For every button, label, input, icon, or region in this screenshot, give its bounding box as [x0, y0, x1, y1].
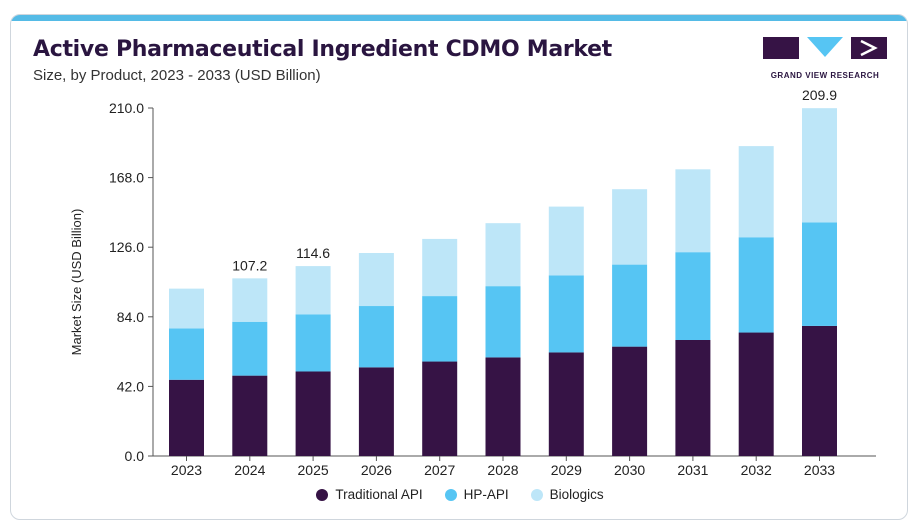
- x-tick-label: 2026: [361, 462, 392, 478]
- bar-segment-biologics: [802, 108, 837, 223]
- bar-segment-traditional-api: [422, 361, 458, 456]
- legend-item-traditional-api: Traditional API: [316, 487, 423, 502]
- bar-segment-biologics: [612, 189, 648, 265]
- bar-segment-traditional-api: [358, 367, 394, 456]
- bar-segment-hp-api: [548, 275, 584, 353]
- bar-segment-traditional-api: [738, 332, 774, 456]
- x-tick-label: 2031: [677, 462, 708, 478]
- bar-segment-traditional-api: [675, 340, 711, 456]
- legend-label: HP-API: [463, 487, 509, 502]
- bar-segment-hp-api: [358, 306, 394, 368]
- data-label: 114.6: [296, 245, 330, 261]
- y-tick-label: 210.0: [109, 100, 144, 116]
- legend-swatch-biologics: [530, 488, 543, 501]
- x-tick-label: 2027: [424, 462, 455, 478]
- bar-segment-hp-api: [802, 222, 837, 326]
- legend-swatch-traditional-api: [316, 488, 329, 501]
- bar-segment-biologics: [169, 288, 204, 329]
- bar-segment-hp-api: [612, 264, 648, 347]
- bar-segment-traditional-api: [169, 379, 204, 456]
- data-label: 209.9: [802, 87, 837, 103]
- bar-segment-hp-api: [485, 286, 521, 358]
- bar-segment-biologics: [738, 146, 774, 238]
- x-tick-label: 2032: [741, 462, 772, 478]
- x-tick-label: 2025: [298, 462, 329, 478]
- bar-segment-hp-api: [675, 252, 711, 340]
- bar-segment-biologics: [548, 206, 584, 276]
- y-tick-label: 126.0: [109, 239, 144, 255]
- bar-segment-traditional-api: [295, 371, 331, 456]
- chart-title: Active Pharmaceutical Ingredient CDMO Ma…: [33, 37, 613, 62]
- bar-segment-biologics: [422, 238, 458, 297]
- bar-segment-traditional-api: [802, 325, 837, 456]
- x-tick-label: 2028: [487, 462, 518, 478]
- legend-item-hp-api: HP-API: [444, 487, 509, 502]
- chart-subtitle: Size, by Product, 2023 - 2033 (USD Billi…: [33, 67, 321, 84]
- legend-swatch-hp-api: [444, 488, 457, 501]
- bar-segment-biologics: [295, 266, 331, 315]
- x-tick-label: 2030: [614, 462, 645, 478]
- y-tick-label: 42.0: [117, 378, 144, 394]
- legend-label: Traditional API: [335, 487, 423, 502]
- legend: Traditional API HP-API Biologics: [11, 487, 907, 502]
- bar-segment-hp-api: [169, 328, 204, 380]
- x-tick-label: 2023: [171, 462, 202, 478]
- legend-label: Biologics: [549, 487, 604, 502]
- chart-card: Active Pharmaceutical Ingredient CDMO Ma…: [10, 14, 908, 520]
- bar-segment-traditional-api: [612, 346, 648, 456]
- bar-segment-traditional-api: [548, 352, 584, 456]
- accent-bar: [11, 15, 907, 21]
- x-tick-label: 2024: [234, 462, 265, 478]
- data-label: 107.2: [232, 257, 267, 273]
- bar-segment-biologics: [358, 253, 394, 307]
- legend-item-biologics: Biologics: [530, 487, 604, 502]
- stacked-bar-chart: 0.0 42.0 84.0 126.0 168.0 210.0 Market Size (U…: [69, 87, 876, 478]
- bar-segment-hp-api: [295, 314, 331, 372]
- bar-segment-biologics: [675, 169, 711, 253]
- y-axis-label: Market Size (USD Billion): [69, 209, 84, 356]
- bar-segment-traditional-api: [232, 375, 268, 456]
- bar-segment-biologics: [232, 278, 268, 322]
- bar-segment-hp-api: [232, 321, 268, 376]
- brand-name: GRAND VIEW RESEARCH: [770, 71, 880, 80]
- bar-segment-hp-api: [422, 296, 458, 362]
- x-tick-label: 2029: [551, 462, 582, 478]
- bar-segment-hp-api: [738, 237, 774, 333]
- y-tick-label: 0.0: [125, 448, 145, 464]
- x-tick-label: 2033: [804, 462, 835, 478]
- bar-segment-traditional-api: [485, 357, 521, 456]
- y-tick-label: 84.0: [117, 309, 144, 325]
- bar-segment-biologics: [485, 223, 521, 287]
- grand-view-research-logo: [763, 37, 887, 59]
- y-tick-label: 168.0: [109, 170, 144, 186]
